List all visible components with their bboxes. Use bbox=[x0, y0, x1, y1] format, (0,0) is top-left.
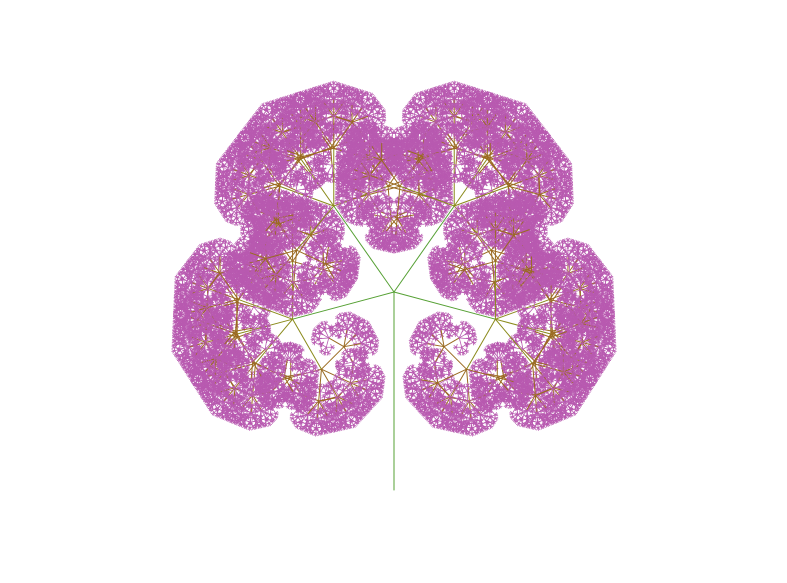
tree-branch bbox=[375, 338, 376, 341]
tree-branch bbox=[331, 347, 332, 350]
tree-branch bbox=[365, 358, 368, 359]
tree-branch bbox=[337, 383, 340, 384]
tree-branch bbox=[364, 327, 367, 328]
tree-branch bbox=[321, 348, 322, 351]
fractal-tree bbox=[172, 81, 616, 490]
tree-branch bbox=[353, 330, 355, 332]
tree-branch bbox=[346, 324, 349, 325]
tree-branch bbox=[367, 324, 368, 327]
tree-branch bbox=[337, 375, 339, 377]
tree-branch bbox=[338, 316, 340, 318]
tree-branch bbox=[326, 347, 328, 352]
tree-branch bbox=[375, 373, 378, 374]
tree-branch bbox=[315, 342, 317, 344]
tree-branch bbox=[373, 350, 375, 352]
tree-branch bbox=[353, 343, 356, 344]
tree-branch bbox=[328, 351, 330, 353]
tree-branch bbox=[344, 365, 354, 366]
tree-branch bbox=[353, 322, 354, 325]
tree-branch bbox=[331, 344, 332, 347]
tree-branch bbox=[348, 376, 351, 377]
tree-branch bbox=[368, 337, 371, 338]
tree-branch bbox=[321, 329, 325, 332]
tree-branch bbox=[343, 317, 344, 320]
tree-branch bbox=[333, 334, 335, 336]
tree-branch bbox=[362, 391, 364, 393]
tree-branch bbox=[326, 338, 329, 347]
tree-branch bbox=[350, 353, 351, 356]
tree-branch bbox=[332, 331, 333, 334]
tree-branch bbox=[341, 359, 344, 360]
tree-branch bbox=[339, 374, 342, 375]
tree-branch bbox=[378, 397, 380, 399]
tree-branch bbox=[322, 351, 324, 353]
tree-branch bbox=[316, 328, 318, 330]
tree-branch bbox=[345, 352, 347, 354]
tree-branch bbox=[372, 376, 375, 377]
tree-branch bbox=[320, 324, 322, 326]
tree-branch bbox=[336, 380, 337, 383]
tree-branch bbox=[378, 369, 379, 372]
tree-branch bbox=[381, 374, 382, 377]
tree-branch bbox=[373, 383, 376, 384]
tree-branch bbox=[343, 330, 344, 333]
tree-branch bbox=[314, 339, 315, 342]
tree-branch bbox=[375, 394, 378, 395]
tree-branch bbox=[340, 380, 341, 385]
tree-branch bbox=[326, 324, 329, 325]
tree-branch bbox=[321, 347, 344, 370]
